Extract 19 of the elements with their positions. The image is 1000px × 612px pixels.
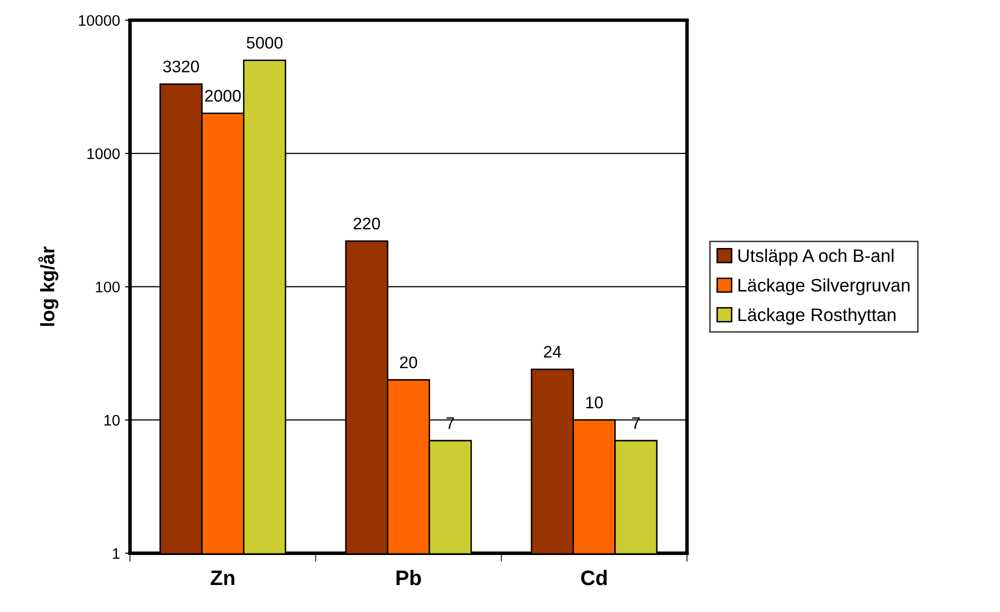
y-tick-label: 100 <box>96 282 120 292</box>
data-label: 2000 <box>205 90 241 102</box>
legend-label: Utsläpp A och B-anl <box>738 248 894 266</box>
legend-label: Läckage Silvergruvan <box>738 278 910 296</box>
x-tick-label: Zn <box>210 570 234 586</box>
data-label: 5000 <box>246 36 282 49</box>
data-label: 10 <box>586 396 603 408</box>
legend-label: Läckage Rosthyttan <box>738 308 896 325</box>
y-tick-label: 1 <box>112 548 120 559</box>
y-tick-label: 1000 <box>87 148 120 160</box>
y-tick-label: 10 <box>104 414 120 426</box>
data-label: 3320 <box>163 60 199 72</box>
x-tick-label: Pb <box>396 570 421 586</box>
data-label: 20 <box>400 356 418 368</box>
y-axis-title: log kg/år <box>38 246 58 326</box>
data-label: 220 <box>354 218 380 230</box>
y-tick-label: 10000 <box>78 15 120 26</box>
x-tick-label: Cd <box>581 570 607 586</box>
data-label: 24 <box>544 346 562 358</box>
